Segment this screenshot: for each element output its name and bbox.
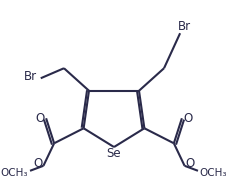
Text: OCH₃: OCH₃ — [1, 168, 28, 178]
Text: O: O — [182, 112, 191, 125]
Text: O: O — [185, 157, 194, 170]
Text: Se: Se — [106, 147, 121, 160]
Text: O: O — [33, 157, 42, 170]
Text: Br: Br — [177, 20, 190, 33]
Text: OCH₃: OCH₃ — [199, 168, 226, 178]
Text: O: O — [36, 112, 45, 125]
Text: Br: Br — [24, 70, 37, 84]
